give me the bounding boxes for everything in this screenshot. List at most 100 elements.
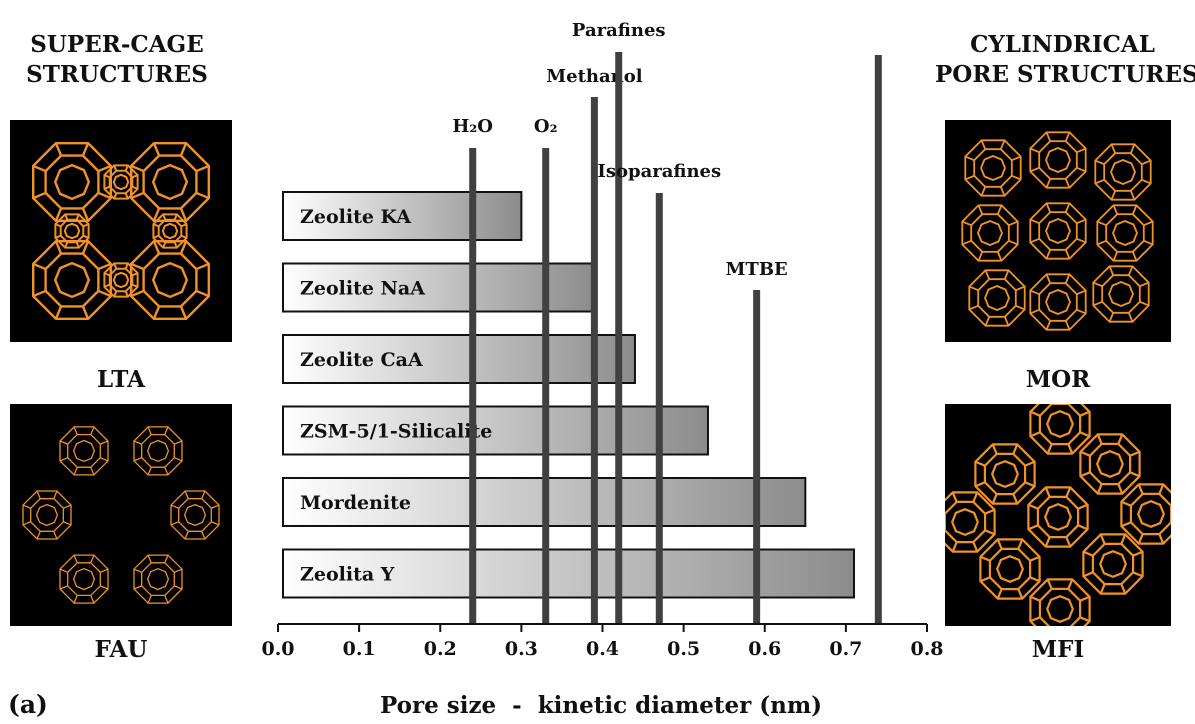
cage-unit bbox=[968, 269, 1026, 327]
bar-label: Zeolita Y bbox=[300, 564, 395, 586]
cage-strut bbox=[1030, 431, 1041, 438]
cage-strut bbox=[131, 283, 139, 288]
cage-ring bbox=[1108, 281, 1134, 307]
cage-strut bbox=[996, 204, 1003, 215]
cage-strut bbox=[1015, 304, 1026, 311]
bar bbox=[282, 334, 636, 384]
cage-ring bbox=[1038, 404, 1082, 446]
cage-strut bbox=[1076, 237, 1087, 244]
cage-strut bbox=[152, 240, 161, 255]
cage-strut bbox=[1045, 202, 1052, 213]
cage-strut bbox=[130, 262, 145, 271]
fau-label: FAU bbox=[94, 636, 148, 663]
cage-strut bbox=[130, 191, 145, 200]
molecule-label: Isoparafines bbox=[597, 161, 721, 182]
x-tick-label: 0.0 bbox=[261, 638, 294, 660]
cage-strut bbox=[152, 305, 161, 320]
cage-strut bbox=[1003, 269, 1010, 280]
cage-strut bbox=[59, 585, 68, 590]
cage-strut bbox=[73, 426, 78, 435]
cage-strut bbox=[961, 220, 972, 227]
cage-strut bbox=[103, 185, 111, 190]
cage-strut bbox=[1121, 521, 1132, 528]
cage-ring bbox=[1103, 152, 1143, 192]
cage-strut bbox=[81, 207, 90, 222]
cage-ring bbox=[1088, 442, 1132, 486]
x-axis-title: Pore size - kinetic diameter (nm) bbox=[380, 692, 823, 719]
cage-ring bbox=[129, 239, 211, 321]
cage-ring bbox=[970, 213, 1010, 253]
cage-strut bbox=[1110, 143, 1117, 154]
cage-ring bbox=[112, 173, 130, 191]
cage-strut bbox=[1024, 460, 1035, 467]
cage-strut bbox=[184, 531, 189, 540]
cage-ring bbox=[59, 218, 85, 244]
molecule-label: H₂O bbox=[452, 116, 493, 137]
cage-ring bbox=[161, 222, 179, 240]
cage-strut bbox=[1064, 131, 1071, 142]
cage-strut bbox=[124, 290, 129, 298]
mor-label: MOR bbox=[1025, 366, 1091, 393]
cage-strut bbox=[996, 539, 1003, 550]
cage-strut bbox=[147, 554, 152, 564]
cage-strut bbox=[100, 440, 109, 445]
cage-strut bbox=[1076, 147, 1087, 154]
fau-structure-drawing bbox=[22, 426, 220, 604]
cage-strut bbox=[1008, 220, 1019, 227]
cage-strut bbox=[164, 595, 169, 604]
cage-strut bbox=[1120, 534, 1127, 545]
cage-strut bbox=[1030, 595, 1041, 602]
cage-strut bbox=[22, 504, 31, 509]
cage-ring bbox=[945, 500, 987, 544]
cage-strut bbox=[195, 164, 210, 173]
cage-ring bbox=[1029, 404, 1091, 455]
cage-strut bbox=[133, 585, 142, 590]
cage-strut bbox=[113, 262, 118, 270]
bar bbox=[282, 191, 523, 241]
cage-strut bbox=[174, 568, 183, 573]
cage-ring bbox=[63, 222, 81, 240]
cage-strut bbox=[1079, 616, 1090, 623]
cage-strut bbox=[1067, 443, 1074, 454]
cage-ring bbox=[1112, 220, 1138, 246]
cage-strut bbox=[951, 492, 958, 503]
cage-ring bbox=[973, 148, 1013, 188]
cage-strut bbox=[1108, 265, 1115, 276]
cage-ring bbox=[1082, 533, 1144, 595]
left-title-line-1: SUPER-CAGE bbox=[30, 31, 204, 58]
cage-unit bbox=[1029, 273, 1087, 331]
bar-label: Zeolite NaA bbox=[300, 278, 425, 300]
cage-strut bbox=[73, 466, 78, 476]
cage-strut bbox=[54, 234, 62, 239]
cage-unit bbox=[133, 554, 183, 604]
cage-strut bbox=[1045, 131, 1052, 142]
cage-ring bbox=[1099, 550, 1127, 578]
cage-ring bbox=[72, 567, 96, 591]
cage-unit bbox=[103, 262, 139, 298]
cage-strut bbox=[1046, 443, 1053, 454]
cage-strut bbox=[964, 155, 975, 162]
cage-strut bbox=[1137, 484, 1144, 495]
cage-strut bbox=[179, 305, 188, 320]
cage-strut bbox=[980, 576, 991, 583]
cage-strut bbox=[173, 241, 178, 249]
cage-strut bbox=[36, 531, 41, 540]
cage-ring bbox=[1101, 274, 1141, 314]
cage-ring bbox=[67, 433, 101, 468]
cage-strut bbox=[1029, 555, 1040, 562]
cage-strut bbox=[1099, 583, 1106, 594]
cage-strut bbox=[996, 251, 1003, 262]
cage-strut bbox=[1112, 204, 1119, 215]
bar bbox=[282, 405, 709, 456]
cage-strut bbox=[103, 174, 111, 179]
cage-ring bbox=[30, 498, 64, 532]
cage-strut bbox=[81, 240, 90, 255]
cage-strut bbox=[1030, 410, 1041, 417]
cage-ring bbox=[151, 261, 189, 299]
cage-ring bbox=[1079, 433, 1141, 495]
cage-strut bbox=[90, 595, 95, 604]
cage-strut bbox=[951, 541, 958, 552]
cage-strut bbox=[32, 289, 47, 298]
cage-ring bbox=[977, 220, 1003, 246]
